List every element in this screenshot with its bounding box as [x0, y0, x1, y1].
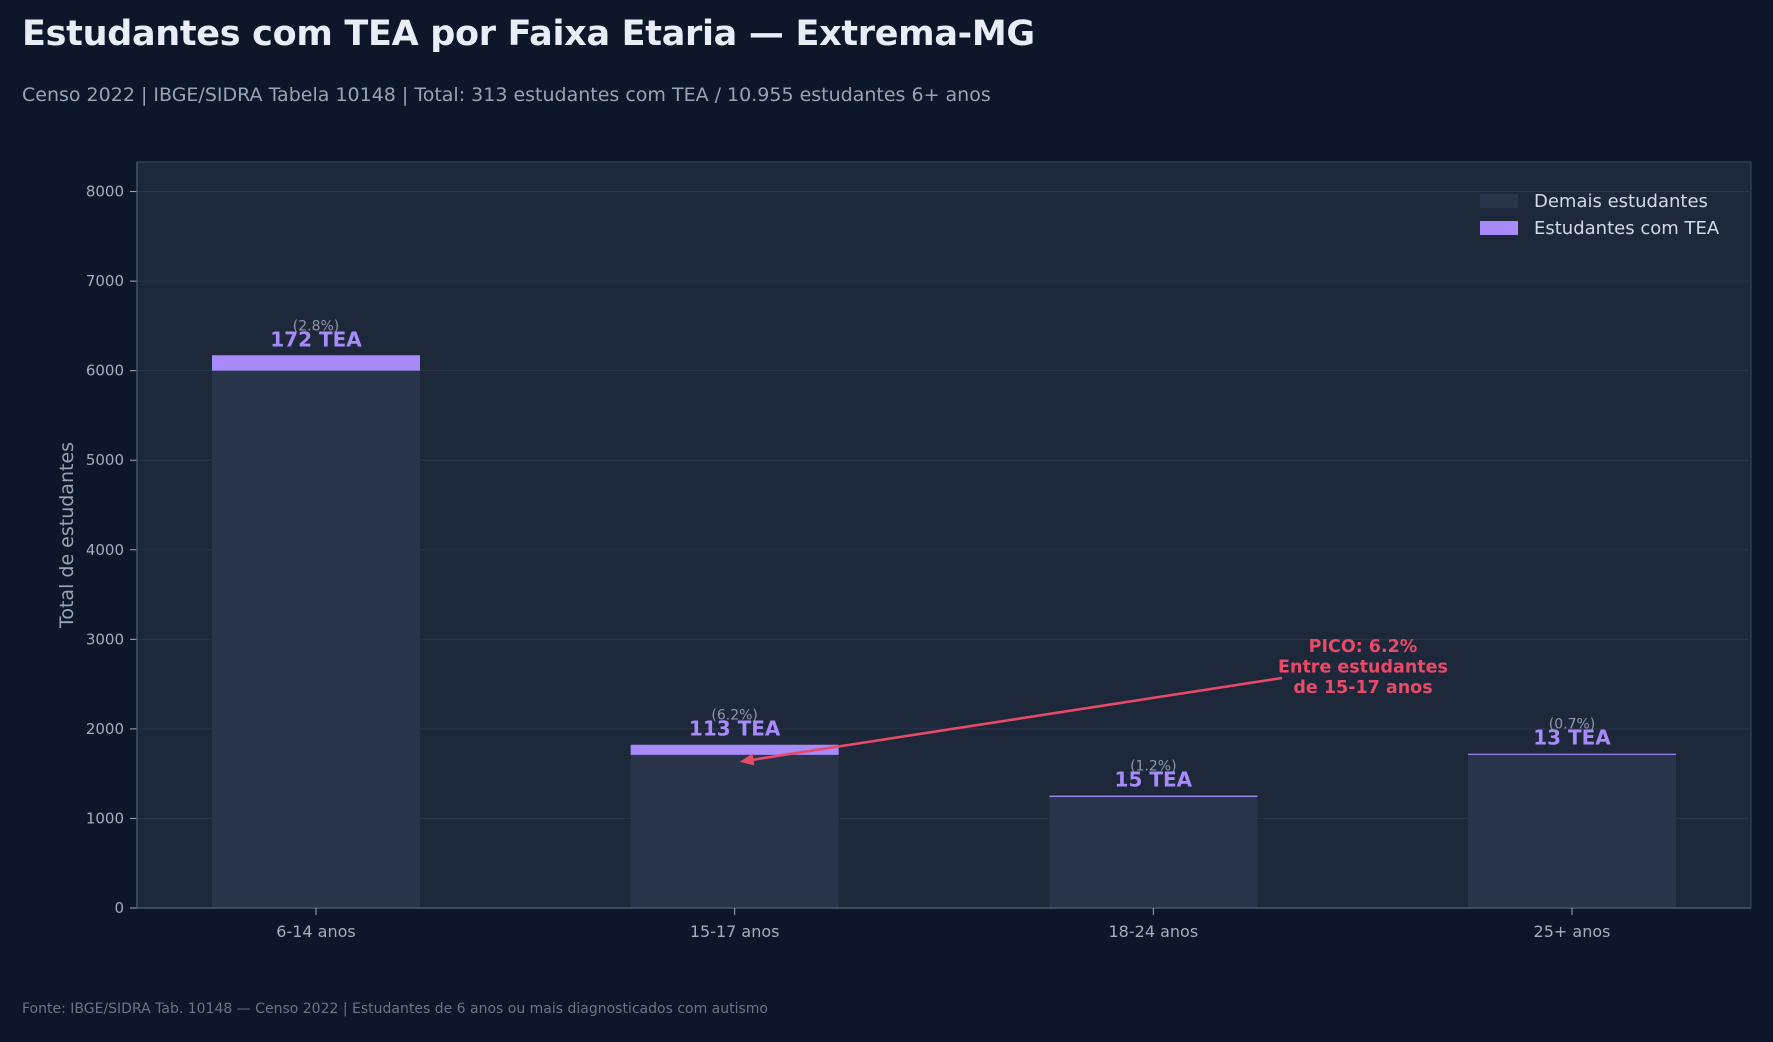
- y-tick-label: 1000: [86, 809, 124, 827]
- bar-demais-estudantes: [630, 754, 839, 908]
- bar-estudantes-tea: [1049, 795, 1258, 797]
- bar-demais-estudantes: [212, 370, 420, 909]
- bar-estudantes-tea: [1468, 753, 1676, 755]
- bar-demais-estudantes: [1049, 796, 1258, 908]
- y-tick-label: 6000: [86, 362, 124, 380]
- tea-count-label: 113 TEA: [689, 717, 781, 741]
- x-tick-label: 25+ anos: [1534, 922, 1611, 941]
- legend: Demais estudantes Estudantes com TEA: [1480, 191, 1720, 239]
- x-tick-label: 15-17 anos: [690, 922, 780, 941]
- y-tick-label: 5000: [86, 451, 124, 469]
- legend-label: Demais estudantes: [1534, 191, 1708, 212]
- chart-title: Estudantes com TEA por Faixa Etaria — Ex…: [22, 14, 1035, 54]
- x-tick-label: 18-24 anos: [1109, 922, 1199, 941]
- tea-percent-label: (1.2%): [1130, 759, 1177, 775]
- x-tick-label: 6-14 anos: [276, 922, 355, 941]
- y-tick-label: 2000: [86, 720, 124, 738]
- bars-group: [212, 355, 1676, 909]
- bar-demais-estudantes: [1468, 754, 1676, 908]
- tea-percent-label: (2.8%): [293, 318, 340, 334]
- legend-swatch: [1480, 194, 1518, 208]
- tea-count-label: 13 TEA: [1533, 726, 1611, 750]
- tea-count-label: 15 TEA: [1115, 768, 1193, 792]
- legend-swatch: [1480, 221, 1518, 235]
- bar-estudantes-tea: [630, 744, 839, 755]
- tea-percent-label: (6.2%): [711, 708, 758, 724]
- y-tick-label: 8000: [86, 183, 124, 201]
- tea-count-label: 172 TEA: [270, 327, 362, 351]
- legend-label: Estudantes com TEA: [1534, 218, 1720, 239]
- annotation-text-line: PICO: 6.2%: [1309, 637, 1418, 657]
- y-axis-label: Total de estudantes: [56, 442, 78, 629]
- y-tick-label: 7000: [86, 272, 124, 290]
- y-axis: 0 1000 2000 3000 4000 5000 6000 7000 8000: [86, 162, 1751, 917]
- y-tick-label: 3000: [86, 630, 124, 648]
- tea-percent-label: (0.7%): [1549, 717, 1596, 733]
- data-labels-group: 172 TEA(2.8%) 113 TEA(6.2%) 15 TEA(1.2%) 13…: [270, 318, 1611, 791]
- annotation-arrow-head: [739, 753, 755, 766]
- source-footnote: Fonte: IBGE/SIDRA Tab. 10148 — Censo 202…: [22, 1001, 768, 1017]
- chart-subtitle: Censo 2022 | IBGE/SIDRA Tabela 10148 | T…: [22, 84, 991, 106]
- y-tick-label: 0: [114, 899, 124, 917]
- annotation-arrow-line: [749, 676, 1283, 762]
- bar-estudantes-tea: [212, 355, 420, 371]
- annotation-text-line: de 15-17 anos: [1293, 678, 1432, 698]
- x-axis: 6-14 anos 15-17 anos 18-24 anos 25+ anos: [276, 908, 1610, 941]
- y-tick-label: 4000: [86, 541, 124, 559]
- annotation-text-line: Entre estudantes: [1278, 658, 1448, 678]
